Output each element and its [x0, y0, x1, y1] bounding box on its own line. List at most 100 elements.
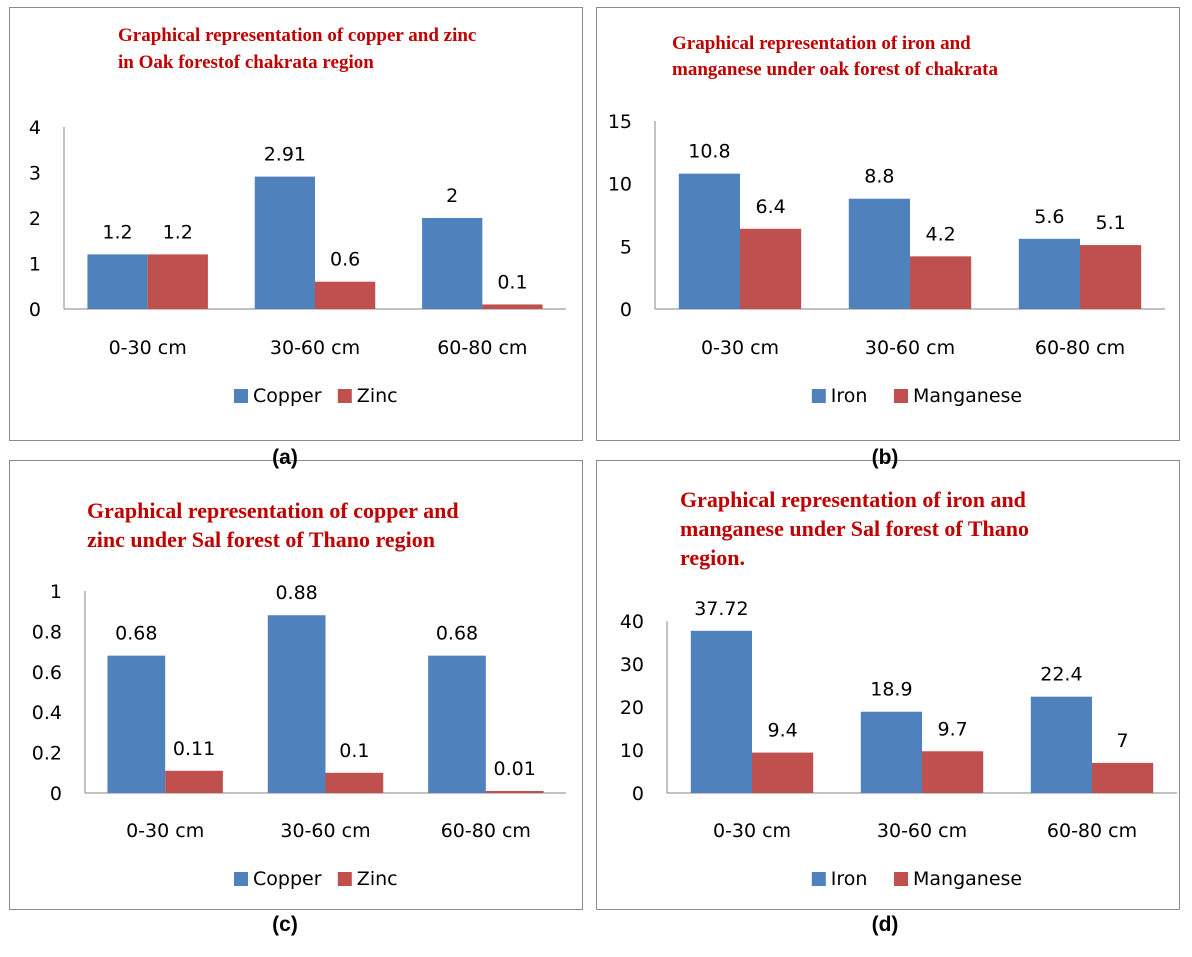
data-label: 9.7: [937, 718, 967, 740]
legend-swatch-iron: [811, 389, 826, 403]
x-tick-label: 30-60 cm: [270, 337, 360, 359]
x-tick-label: 0-30 cm: [109, 337, 187, 359]
data-label: 0.1: [497, 271, 527, 293]
y-tick-label: 0.6: [32, 662, 62, 684]
data-label: 9.4: [767, 720, 797, 742]
bar-manganese: [740, 228, 802, 309]
y-tick-label: 10: [608, 174, 632, 196]
bar-manganese: [910, 256, 972, 309]
y-tick-label: 0.8: [32, 621, 62, 643]
y-tick-label: 0: [29, 299, 41, 321]
y-tick-label: 4: [29, 117, 41, 139]
bar-copper: [267, 615, 326, 793]
data-label: 8.8: [864, 166, 894, 188]
legend-label-iron: Iron: [831, 868, 868, 890]
legend-swatch-copper: [234, 389, 248, 403]
chart-title: Graphical representation of copper and z…: [118, 25, 476, 73]
data-label: 0.01: [494, 758, 536, 780]
chart-title-line: Graphical representation of iron and: [680, 487, 1026, 512]
chart-title-line: in Oak forestof chakrata region: [118, 52, 374, 73]
bar-copper: [422, 218, 483, 309]
y-tick-label: 0: [620, 299, 632, 321]
y-tick-label: 0.4: [32, 702, 62, 724]
bar-zinc: [325, 772, 384, 793]
x-tick-label: 60-80 cm: [1047, 820, 1137, 842]
y-tick-label: 20: [620, 697, 644, 719]
bar-manganese: [752, 752, 814, 793]
x-tick-label: 0-30 cm: [713, 820, 791, 842]
data-label: 5.1: [1095, 212, 1125, 234]
y-tick-label: 0: [632, 783, 644, 805]
bar-iron: [860, 711, 922, 793]
legend-label-iron: Iron: [831, 385, 868, 407]
bar-zinc: [485, 790, 544, 793]
data-label: 0.11: [173, 738, 215, 760]
y-tick-label: 10: [620, 740, 644, 762]
bar-zinc: [165, 770, 223, 793]
data-label: 1.2: [102, 221, 132, 243]
bar-iron: [848, 198, 910, 309]
chart-title-line: manganese under Sal forest of Thano: [680, 516, 1029, 541]
data-label: 2: [446, 185, 458, 207]
legend-label-zinc: Zinc: [357, 385, 398, 407]
chart-title: Graphical representation of iron and mang…: [680, 487, 1029, 570]
bar-manganese: [1080, 245, 1142, 309]
legend-swatch-zinc: [337, 389, 352, 403]
data-label: 18.9: [870, 679, 912, 701]
legend-swatch-iron: [811, 872, 826, 886]
chart-title-line: Graphical representation of iron and: [672, 33, 971, 54]
legend-swatch-zinc: [337, 872, 352, 886]
y-tick-label: 1: [29, 254, 41, 276]
y-tick-label: 2: [29, 208, 41, 230]
data-label: 37.72: [694, 598, 748, 620]
data-label: 10.8: [688, 141, 730, 163]
y-tick-label: 1: [50, 581, 62, 603]
bar-iron: [690, 630, 752, 793]
y-tick-label: 0: [50, 783, 62, 805]
data-label: 0.68: [436, 623, 478, 645]
legend-label-copper: Copper: [253, 385, 322, 407]
chart-title-line: zinc under Sal forest of Thano region: [87, 527, 435, 552]
bar-zinc: [315, 281, 376, 309]
panel-caption-d: (d): [871, 913, 899, 936]
bar-copper: [428, 655, 486, 793]
bar-iron: [1030, 696, 1092, 793]
legend-swatch-manganese: [894, 389, 908, 403]
chart-title: Graphical representation of iron and mang…: [672, 33, 998, 80]
data-label: 1.2: [163, 221, 193, 243]
bar-zinc: [147, 254, 208, 309]
panel-caption-c: (c): [272, 913, 298, 936]
data-label: 5.6: [1034, 206, 1064, 228]
data-label: 0.6: [330, 249, 360, 271]
x-tick-label: 0-30 cm: [701, 337, 779, 359]
data-label: 6.4: [755, 196, 785, 218]
data-label: 0.1: [339, 740, 369, 762]
bar-copper: [87, 254, 148, 309]
legend-label-manganese: Manganese: [913, 385, 1022, 407]
x-tick-label: 0-30 cm: [126, 820, 204, 842]
chart-title-line: manganese under oak forest of chakrata: [672, 59, 998, 80]
y-tick-label: 0.2: [32, 743, 62, 765]
data-label: 4.2: [925, 223, 955, 245]
bar-iron: [678, 173, 740, 309]
legend-swatch-manganese: [894, 872, 908, 886]
x-tick-label: 30-60 cm: [865, 337, 955, 359]
chart-title-line: Graphical representation of copper and z…: [118, 25, 476, 46]
y-tick-label: 30: [620, 654, 644, 676]
data-label: 0.88: [275, 582, 317, 604]
bar-manganese: [1092, 762, 1154, 793]
legend-label-manganese: Manganese: [913, 868, 1022, 890]
bar-copper: [107, 655, 166, 793]
x-tick-label: 60-80 cm: [1035, 337, 1125, 359]
legend-swatch-copper: [234, 872, 248, 886]
panel-caption-b: (b): [871, 446, 899, 469]
x-tick-label: 30-60 cm: [280, 820, 370, 842]
y-tick-label: 5: [620, 236, 632, 258]
legend-label-copper: Copper: [253, 868, 322, 890]
data-label: 0.68: [115, 623, 157, 645]
y-tick-label: 40: [620, 611, 644, 633]
chart-title: Graphical representation of copper and zi…: [87, 498, 459, 552]
panel-caption-a: (a): [272, 446, 298, 469]
legend-label-zinc: Zinc: [357, 868, 398, 890]
